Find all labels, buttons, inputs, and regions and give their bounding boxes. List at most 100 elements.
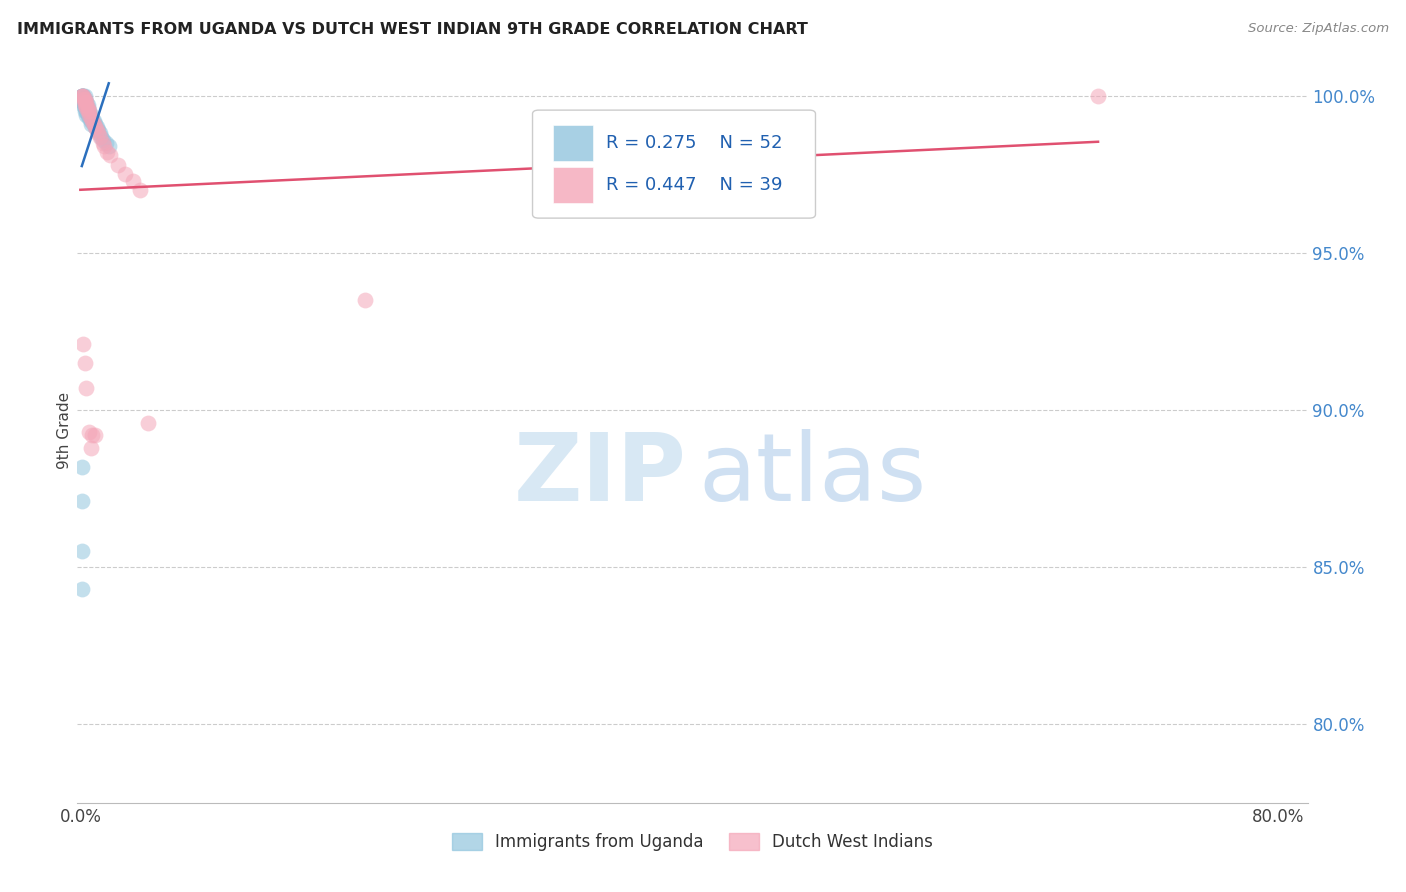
Point: [72, 88, 94, 103]
Point: [73, 101, 96, 115]
Point: [1087, 88, 1109, 103]
Point: [86, 123, 108, 137]
Point: [84, 428, 107, 442]
Point: [73, 98, 96, 112]
Point: [80, 441, 103, 455]
Point: [94, 136, 117, 150]
Point: [73, 356, 96, 370]
Point: [73, 95, 96, 109]
Point: [80, 111, 103, 125]
Legend: Immigrants from Uganda, Dutch West Indians: Immigrants from Uganda, Dutch West India…: [446, 826, 939, 858]
Point: [72, 92, 94, 106]
Point: [75, 381, 97, 395]
Point: [72, 337, 94, 351]
Point: [70, 582, 93, 596]
Point: [79, 111, 101, 125]
Point: [107, 158, 129, 172]
Y-axis label: 9th Grade: 9th Grade: [56, 392, 72, 469]
Point: [353, 293, 375, 307]
Point: [76, 104, 98, 119]
Point: [72, 88, 94, 103]
Text: R = 0.275    N = 52: R = 0.275 N = 52: [606, 134, 783, 152]
Point: [73, 92, 96, 106]
Point: [70, 88, 93, 103]
Text: atlas: atlas: [699, 429, 927, 521]
Point: [79, 425, 101, 439]
Point: [86, 123, 108, 137]
Point: [70, 92, 93, 106]
FancyBboxPatch shape: [533, 110, 815, 219]
Point: [121, 173, 143, 187]
Point: [80, 117, 103, 131]
Point: [82, 428, 104, 442]
Point: [70, 494, 93, 508]
Point: [73, 88, 96, 103]
Text: IMMIGRANTS FROM UGANDA VS DUTCH WEST INDIAN 9TH GRADE CORRELATION CHART: IMMIGRANTS FROM UGANDA VS DUTCH WEST IND…: [17, 22, 807, 37]
Point: [70, 88, 93, 103]
Point: [83, 117, 105, 131]
Point: [72, 88, 94, 103]
Point: [87, 123, 110, 137]
Point: [75, 104, 97, 119]
Point: [82, 111, 104, 125]
Point: [73, 95, 96, 109]
Point: [84, 120, 107, 135]
Point: [75, 101, 97, 115]
Point: [70, 88, 93, 103]
Point: [84, 117, 107, 131]
Point: [80, 107, 103, 121]
Point: [72, 98, 94, 112]
Point: [93, 139, 115, 153]
Point: [90, 129, 112, 144]
Point: [80, 111, 103, 125]
Point: [79, 107, 101, 121]
Bar: [554, 168, 593, 203]
Point: [70, 88, 93, 103]
Point: [75, 98, 97, 112]
Point: [75, 95, 97, 109]
Point: [72, 92, 94, 106]
Point: [72, 92, 94, 106]
Point: [98, 148, 121, 162]
Point: [114, 167, 136, 181]
Point: [84, 120, 107, 135]
Point: [79, 104, 101, 119]
Text: ZIP: ZIP: [513, 429, 686, 521]
Point: [76, 98, 98, 112]
Point: [70, 544, 93, 558]
Point: [70, 95, 93, 109]
Point: [79, 107, 101, 121]
Text: R = 0.447    N = 39: R = 0.447 N = 39: [606, 177, 783, 194]
Point: [80, 113, 103, 128]
Point: [83, 113, 105, 128]
Point: [76, 107, 98, 121]
Point: [73, 104, 96, 119]
Point: [70, 459, 93, 474]
Point: [89, 129, 111, 144]
Point: [129, 183, 152, 197]
Point: [70, 88, 93, 103]
Point: [82, 113, 104, 128]
Point: [75, 98, 97, 112]
Point: [73, 92, 96, 106]
Point: [83, 117, 105, 131]
Point: [75, 95, 97, 109]
Point: [97, 139, 120, 153]
Point: [91, 133, 114, 147]
Point: [76, 101, 98, 115]
Point: [75, 107, 97, 121]
Point: [89, 127, 111, 141]
Point: [72, 95, 94, 109]
Point: [82, 113, 104, 128]
Point: [86, 120, 108, 135]
Point: [76, 104, 98, 119]
Point: [87, 127, 110, 141]
Point: [73, 98, 96, 112]
Point: [79, 104, 101, 119]
Point: [136, 416, 159, 430]
Bar: [554, 125, 593, 161]
Point: [96, 145, 118, 160]
Point: [70, 88, 93, 103]
Text: Source: ZipAtlas.com: Source: ZipAtlas.com: [1249, 22, 1389, 36]
Point: [76, 101, 98, 115]
